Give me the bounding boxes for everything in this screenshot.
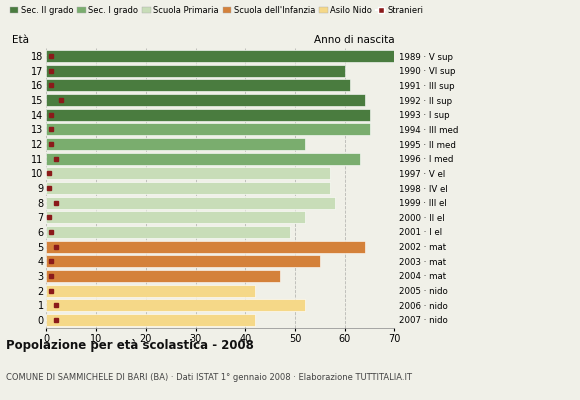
Bar <box>46 109 369 121</box>
Bar <box>46 123 369 135</box>
Text: COMUNE DI SAMMICHELE DI BARI (BA) · Dati ISTAT 1° gennaio 2008 · Elaborazione TU: COMUNE DI SAMMICHELE DI BARI (BA) · Dati… <box>6 374 412 382</box>
Bar <box>46 314 255 326</box>
Bar <box>46 50 394 62</box>
Bar <box>46 241 365 253</box>
Bar <box>46 138 305 150</box>
Bar <box>46 182 330 194</box>
Text: Età: Età <box>12 35 28 45</box>
Bar <box>46 211 305 223</box>
Bar <box>46 299 305 311</box>
Legend: Sec. II grado, Sec. I grado, Scuola Primaria, Scuola dell'Infanzia, Asilo Nido, : Sec. II grado, Sec. I grado, Scuola Prim… <box>10 6 423 15</box>
Bar <box>46 285 255 297</box>
Bar <box>46 197 335 209</box>
Bar <box>46 65 345 77</box>
Bar <box>46 226 290 238</box>
Text: Anno di nascita: Anno di nascita <box>314 35 394 45</box>
Bar <box>46 270 280 282</box>
Bar <box>46 167 330 179</box>
Text: Popolazione per età scolastica - 2008: Popolazione per età scolastica - 2008 <box>6 340 253 352</box>
Bar <box>46 79 350 91</box>
Bar <box>46 153 360 165</box>
Bar <box>46 94 365 106</box>
Bar <box>46 255 320 267</box>
